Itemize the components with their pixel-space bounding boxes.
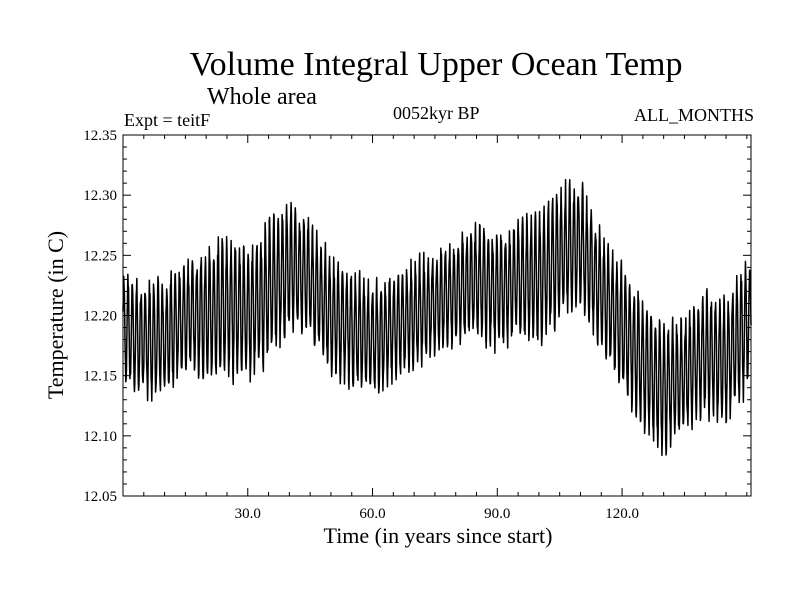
y-tick-label: 12.30 <box>83 188 117 204</box>
period-label: 0052kyr BP <box>393 103 480 123</box>
x-axis: 30.0 60.0 90.0 120.0 <box>143 135 748 522</box>
temperature-series-line <box>122 178 752 457</box>
y-tick-label: 12.25 <box>83 248 117 264</box>
y-axis: 12.05 12.10 12.15 12.20 12.25 12.30 12.35 <box>83 128 751 505</box>
y-tick-label: 12.10 <box>83 429 117 445</box>
y-tick-label: 12.05 <box>83 489 117 505</box>
x-tick-label: 30.0 <box>235 506 261 522</box>
months-label: ALL_MONTHS <box>634 105 754 125</box>
y-tick-label: 12.15 <box>83 369 117 385</box>
x-tick-label: 60.0 <box>359 506 385 522</box>
x-axis-label: Time (in years since start) <box>323 523 553 548</box>
plot-content <box>122 178 752 457</box>
chart-title: Volume Integral Upper Ocean Temp <box>189 46 683 83</box>
x-tick-label: 90.0 <box>484 506 510 522</box>
x-tick-label: 120.0 <box>605 506 639 522</box>
y-tick-label: 12.20 <box>83 309 117 325</box>
y-tick-label: 12.35 <box>83 128 117 144</box>
y-axis-label: Temperature (in C) <box>43 230 68 400</box>
experiment-label: Expt = teitF <box>124 110 211 130</box>
chart-subtitle: Whole area <box>207 84 317 110</box>
